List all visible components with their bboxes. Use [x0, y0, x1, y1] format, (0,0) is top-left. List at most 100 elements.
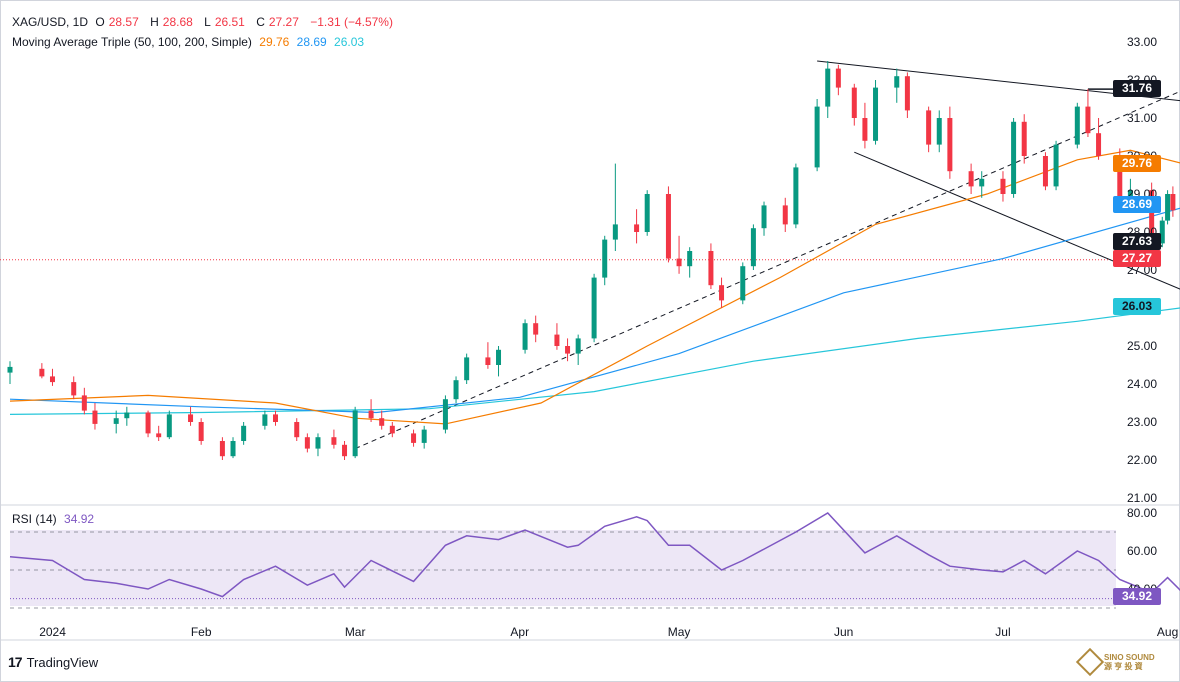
candle-body — [793, 167, 799, 225]
candle-body — [835, 68, 841, 88]
candle — [761, 201, 767, 236]
candle-body — [894, 76, 900, 88]
candle-body — [612, 224, 618, 240]
tradingview-branding[interactable]: 17 TradingView — [8, 654, 98, 670]
rsi-tick-label: 80.00 — [1127, 506, 1157, 520]
candle — [7, 361, 13, 384]
candle-body — [411, 433, 417, 443]
candle — [411, 429, 417, 447]
candle-body — [1053, 144, 1059, 187]
ma-label: Moving Average Triple (50, 100, 200, Sim… — [12, 35, 252, 49]
candle-body — [315, 437, 321, 449]
candle — [873, 80, 879, 145]
candle — [156, 425, 162, 441]
candle — [1170, 186, 1176, 217]
candle-body — [740, 266, 746, 301]
candle — [687, 247, 693, 278]
candle — [294, 418, 300, 441]
candle — [602, 235, 608, 286]
candle-body — [230, 441, 236, 457]
candle — [522, 319, 528, 354]
candle-body — [665, 194, 671, 259]
candle — [442, 395, 448, 434]
rsi-tick-label: 60.00 — [1127, 544, 1157, 558]
falling-lower-trendline — [854, 151, 1180, 290]
trendlines — [354, 60, 1180, 450]
candle-body — [453, 380, 459, 400]
candle — [1000, 171, 1006, 202]
moving-averages — [9, 149, 1180, 425]
candle — [894, 68, 900, 103]
watermark-line1: SINO SOUND — [1104, 653, 1155, 662]
candle-body — [1085, 106, 1091, 134]
candle — [1042, 152, 1048, 191]
support-badge: 27.63 — [1113, 233, 1161, 250]
candle — [1165, 190, 1171, 225]
ma-legend: Moving Average Triple (50, 100, 200, Sim… — [12, 35, 368, 49]
price-tick-label: 23.00 — [1127, 415, 1157, 429]
candle — [453, 376, 459, 403]
candle-body — [565, 346, 571, 354]
candle — [145, 410, 151, 438]
candle — [634, 209, 640, 244]
candle — [979, 171, 985, 198]
candle — [241, 422, 247, 445]
symbol-label: XAG/USD, 1D — [12, 15, 89, 29]
candle-body — [602, 239, 608, 278]
candle-body — [968, 171, 974, 187]
grid — [0, 259, 1180, 641]
ma200-badge: 26.03 — [1113, 298, 1161, 315]
candle-body — [1074, 106, 1080, 145]
brand-name: TradingView — [26, 654, 99, 670]
candle-body — [262, 414, 268, 426]
candle — [926, 106, 932, 153]
ma200-line — [9, 307, 1180, 415]
candle — [49, 368, 55, 386]
candle-body — [926, 110, 932, 145]
candle — [81, 387, 87, 415]
candle — [188, 406, 194, 426]
candle — [368, 399, 374, 422]
candle-body — [39, 368, 45, 377]
resistance-badge: 31.76 — [1113, 80, 1161, 97]
candle — [1096, 118, 1102, 160]
rsi-legend: RSI (14) 34.92 — [12, 512, 98, 526]
candle-body — [1159, 220, 1165, 244]
candle-body — [1117, 156, 1123, 198]
axis-ticks: 33.0032.0031.0030.0029.0028.0027.0026.00… — [39, 35, 1178, 639]
candle — [1011, 118, 1017, 198]
rising-support-trendline — [354, 90, 1180, 450]
candle-body — [1165, 194, 1171, 221]
candle-body — [294, 422, 300, 438]
candle — [1074, 102, 1080, 149]
candle — [814, 99, 820, 172]
candle — [230, 437, 236, 459]
ma50-line — [9, 149, 1180, 425]
candle — [825, 61, 831, 118]
candle-body — [71, 382, 77, 396]
candle — [1021, 114, 1027, 164]
candle — [464, 353, 470, 384]
candle — [352, 406, 358, 459]
candle-body — [156, 433, 162, 438]
candle — [1085, 89, 1091, 137]
candle — [947, 106, 953, 179]
candles — [7, 61, 1176, 460]
time-tick-label: Mar — [345, 625, 366, 639]
price-tick-label: 24.00 — [1127, 377, 1157, 391]
candle — [262, 410, 268, 430]
candle — [936, 110, 942, 153]
candle-body — [591, 277, 597, 339]
candle-body — [188, 414, 194, 422]
rsi-label: RSI (14) — [12, 512, 57, 526]
candle-body — [1096, 133, 1102, 156]
candle-body — [862, 118, 868, 141]
ma100-value: 28.69 — [296, 35, 327, 49]
candle-body — [485, 357, 491, 365]
candle-body — [92, 410, 98, 424]
candle-body — [634, 224, 640, 232]
candle-body — [873, 87, 879, 141]
candle-body — [368, 410, 374, 419]
candle-body — [389, 425, 395, 434]
